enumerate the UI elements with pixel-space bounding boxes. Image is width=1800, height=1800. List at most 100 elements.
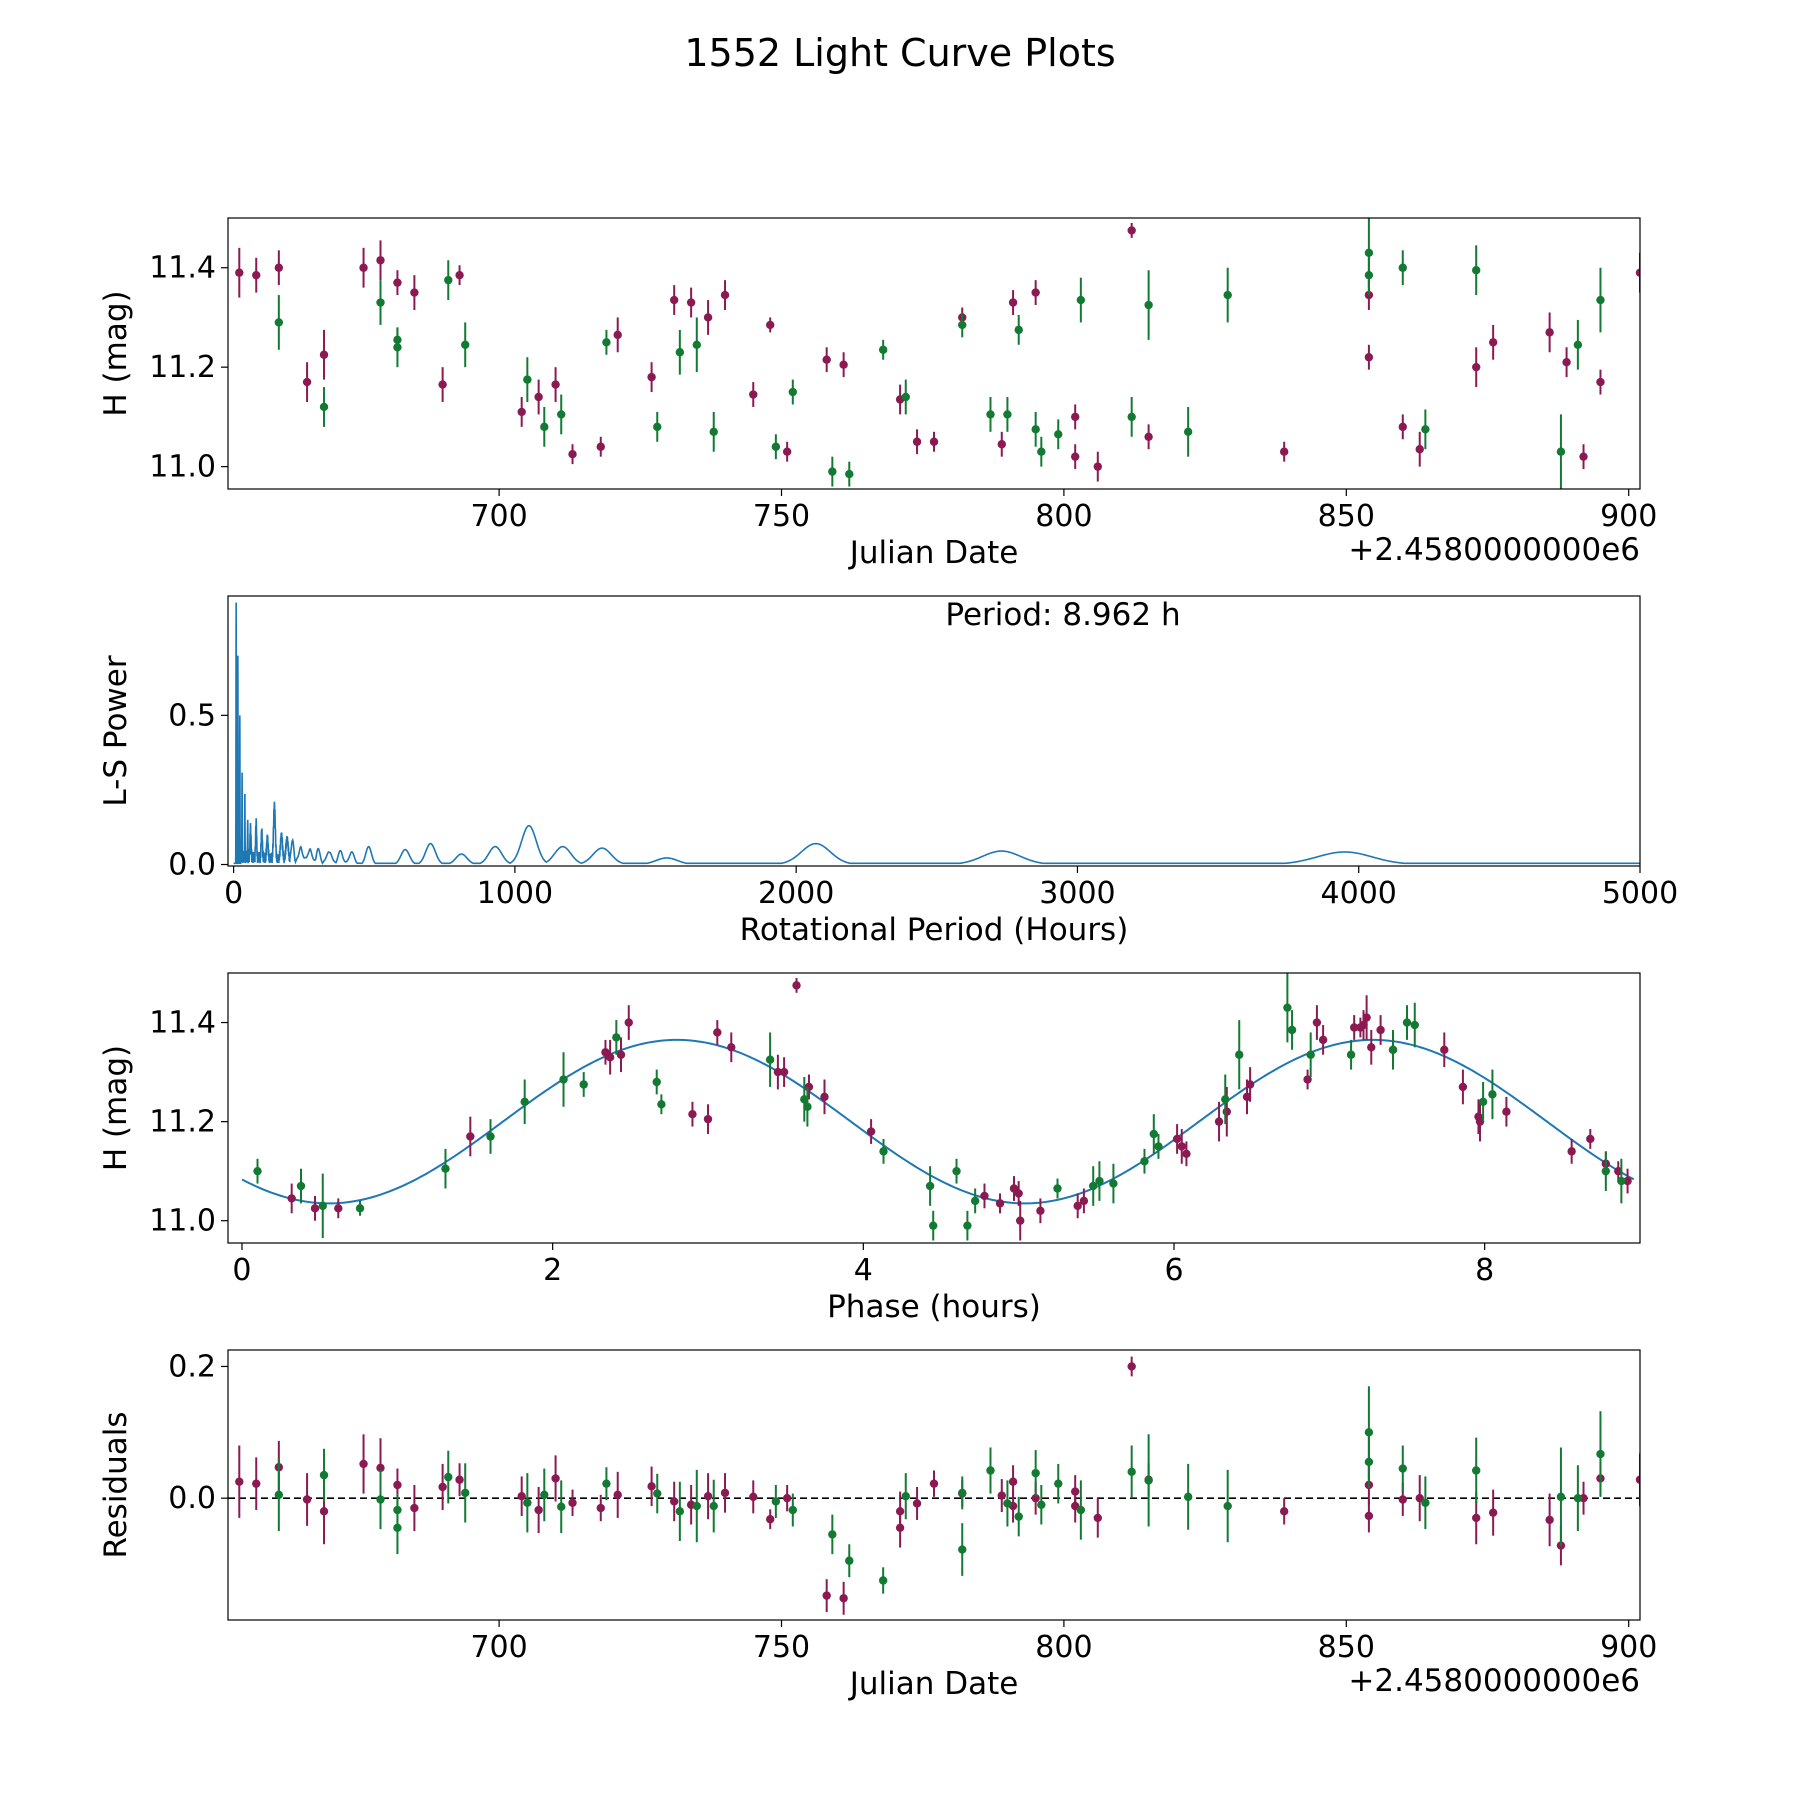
phased-series_a-point [866,1127,876,1136]
phased-series_b-point [253,1166,262,1176]
lightcurve-series_b-point [878,345,888,354]
periodogram-plot-area [233,602,1640,865]
lightcurve-series_b-point [393,343,402,352]
lightcurve-series_a-point [235,268,244,277]
phased-series_a-point [1073,1201,1082,1211]
lightcurve-series_b-point [845,469,854,479]
phased-series_b-point [925,1181,935,1191]
lightcurve-series_a-point [749,390,758,399]
residuals-series_b-point [1014,1512,1023,1521]
residuals-series_b-point [1472,1466,1481,1475]
periodogram-xtick-label: 0 [224,876,243,911]
lightcurve-series_a-point [252,270,261,280]
lightcurve-series_a-point [319,350,329,359]
periodogram-ytick-label: 0.0 [168,848,216,883]
phased-series_b-point [765,1055,775,1064]
phased-series_a-point [605,1053,615,1062]
phased-series_a-point [727,1043,736,1052]
lightcurve-series_a-point [551,380,560,389]
phased-series_b-point [559,1075,568,1084]
phased-series_a-point [1475,1117,1485,1126]
lightcurve-series_a-point [1562,358,1571,367]
lightcurve-series_a-point [596,442,605,451]
lightcurve-series_b-point [901,392,910,402]
lightcurve-series_a-point [782,447,792,456]
residuals-series_b-point [1573,1493,1583,1503]
lightcurve-series_b-point [1556,447,1566,456]
phased-series_a-point [688,1109,697,1119]
lightcurve-xlabel: Julian Date [848,535,1019,571]
phased-series_b-point [1089,1181,1098,1191]
figure-title: 1552 Light Curve Plots [684,31,1115,75]
residuals-series_b-point [828,1530,837,1539]
phased-series_b-point [1221,1095,1230,1104]
phased-series_a-point [1177,1142,1186,1151]
phased-series_a-point [1182,1149,1191,1159]
lightcurve-series_a-point [1031,288,1040,297]
residuals-series_a-point [1031,1493,1040,1503]
phased-series_a-point [1614,1166,1623,1176]
phased-series_a-point [1586,1134,1595,1144]
periodogram-xlabel: Rotational Period (Hours) [740,912,1129,948]
lightcurve-series_a-point [1545,328,1554,337]
phased-series_b-point [929,1221,938,1230]
phased-axes-frame [227,972,1641,1244]
lightcurve-series_b-point [1364,270,1374,280]
residuals-series_b-point [376,1495,385,1504]
residuals-series_b-point [1144,1476,1153,1485]
residuals-series_b-point [444,1472,453,1482]
lightcurve-panel: 700 750 800 850 900 11.0 11.2 11.4 Julian Date H … [98,217,1657,571]
phased-series_b-point [1140,1157,1149,1166]
lightcurve-series-series_b [274,218,1605,489]
phased-series_a-point [1242,1092,1252,1102]
residuals-series_b-point [1398,1464,1407,1473]
residuals-series_b-point [958,1488,967,1498]
residuals-series-series_a [235,1356,1640,1615]
phased-series_b-point [1235,1050,1244,1059]
lightcurve-series_a-point [1415,445,1424,454]
phased-series_a-point [1079,1196,1089,1206]
lightcurve-series_a-point [359,263,368,272]
residuals-axes-frame [227,1349,1641,1621]
phased-series-series_a [287,977,1632,1241]
lightcurve-series_a-point [517,407,526,417]
residuals-series_a-point [782,1493,792,1503]
phased-series_b-point [1478,1097,1488,1107]
residuals-series_a-point [1545,1515,1554,1525]
residuals-series_b-point [557,1502,566,1511]
lightcurve-series_a-point [839,360,848,369]
lightcurve-series-series_a [235,222,1640,482]
lightcurve-series_b-point [1573,340,1583,349]
residuals-series_b-point [653,1489,662,1498]
lightcurve-series_b-point [828,467,837,476]
lightcurve-series_a-point [1008,298,1018,307]
lightcurve-series_b-point [1144,300,1153,310]
residuals-series_a-point [410,1503,419,1513]
residuals-series_b-point [1421,1498,1430,1507]
lightcurve-xtick-label: 850 [1318,499,1375,534]
residuals-series_b-point [901,1491,910,1501]
phased-series_b-point [441,1164,450,1173]
phased-series_b-point [657,1100,666,1109]
phased-series_a-point [1014,1189,1023,1198]
residuals-series_a-point [929,1479,939,1488]
lightcurve-series_b-point [653,422,662,432]
lightcurve-series_b-point [557,410,566,419]
lightcurve-series_b-point [1076,295,1086,305]
phased-series_b-point [318,1201,327,1211]
residuals-series_a-point [568,1498,577,1507]
lightcurve-series_a-point [1093,462,1102,471]
lightcurve-series_b-point [1127,412,1136,422]
lightcurve-series_b-point [523,375,532,384]
residuals-series_a-point [455,1475,464,1484]
lightcurve-axes-frame [227,217,1641,490]
phased-series_a-point [804,1082,814,1092]
lightcurve-series_a-point [410,288,419,297]
phased-plot-area [241,973,1635,1241]
phased-series_a-point [624,1018,633,1027]
phased-series-series_b [253,973,1626,1241]
residuals-series_b-point [1054,1479,1063,1488]
residuals-series_b-point [274,1490,284,1500]
residuals-series_b-point [393,1505,402,1515]
